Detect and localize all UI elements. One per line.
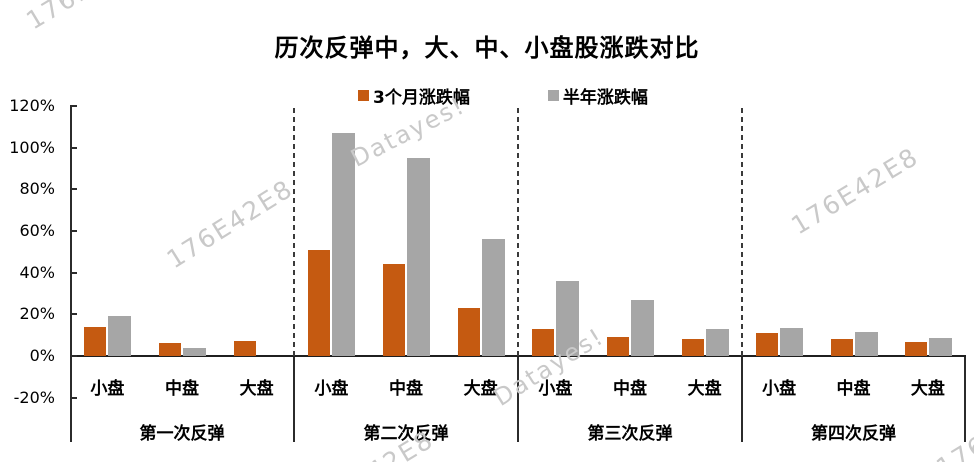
bar-3month (308, 250, 331, 356)
legend-item-3month: 3个月涨跌幅 (358, 83, 470, 108)
category-label: 小盘 (90, 379, 125, 399)
group-label: 第三次反弹 (587, 424, 673, 444)
category-label: 中盘 (389, 379, 423, 399)
legend-label-3month: 3个月涨跌幅 (373, 88, 470, 108)
legend-item-halfyear: 半年涨跌幅 (547, 83, 648, 108)
bar-halfyear (108, 316, 132, 356)
bar-3month (457, 308, 480, 356)
bar-halfyear (705, 329, 729, 356)
group-divider-dashed (741, 108, 743, 356)
bar-halfyear (407, 158, 430, 356)
y-axis-tick-label: 120% (9, 96, 55, 115)
bar-3month (607, 337, 629, 356)
category-label: 小盘 (762, 379, 797, 399)
bar-3month (233, 341, 256, 356)
y-axis-line (70, 106, 72, 442)
y-axis-tick-label: 80% (19, 179, 55, 199)
y-axis-tick-mark (70, 355, 77, 357)
bar-3month (830, 339, 853, 356)
bar-halfyear (183, 348, 206, 356)
bar-3month (756, 333, 779, 356)
y-axis-tick-label: -20% (13, 387, 55, 407)
y-axis-tick-label: 60% (19, 221, 55, 240)
y-axis-tick-mark (70, 313, 77, 316)
legend-swatch-halfyear-icon (547, 90, 559, 101)
y-axis-tick-mark (70, 396, 77, 399)
watermark-text: 176E42E8 (161, 173, 299, 275)
y-axis-tick-mark (70, 105, 77, 107)
category-label: 大盘 (463, 379, 498, 399)
bar-halfyear (481, 239, 505, 356)
bar-3month (84, 327, 107, 356)
bar-halfyear (556, 281, 580, 356)
category-label: 小盘 (314, 379, 349, 399)
x-axis-zero-line (70, 355, 966, 357)
category-divider-line (741, 357, 743, 442)
y-axis-tick-mark (70, 271, 77, 274)
group-divider-dashed (293, 108, 295, 356)
bar-halfyear (854, 332, 878, 356)
bar-3month (159, 343, 181, 356)
watermark-text: 176E42E8 (786, 141, 924, 241)
chart-legend: 3个月涨跌幅 半年涨跌幅 (358, 83, 648, 108)
category-label: 大盘 (239, 379, 274, 399)
category-divider-line (964, 357, 966, 442)
group-label: 第二次反弹 (363, 424, 449, 444)
y-axis-tick-mark (70, 146, 77, 149)
y-axis-tick-label: 40% (19, 262, 55, 282)
category-label: 中盘 (165, 379, 199, 399)
bar-3month (904, 342, 927, 356)
bar-halfyear (332, 133, 356, 356)
y-axis-tick-label: 20% (19, 304, 55, 324)
category-label: 中盘 (836, 379, 871, 399)
y-axis-tick-mark (70, 230, 77, 232)
bar-3month (532, 329, 555, 356)
bar-halfyear (780, 328, 804, 356)
category-label: 小盘 (538, 379, 573, 399)
category-label: 大盘 (910, 379, 945, 399)
legend-swatch-3month-icon (358, 90, 369, 101)
y-axis-tick-mark (70, 188, 77, 191)
group-label: 第一次反弹 (139, 424, 225, 444)
category-divider-line (517, 357, 519, 442)
category-label: 中盘 (613, 379, 647, 399)
y-axis-tick-label: 100% (9, 137, 55, 157)
group-divider-dashed (517, 108, 519, 356)
bar-3month (383, 264, 405, 356)
category-label: 大盘 (687, 379, 722, 399)
bar-3month (681, 339, 704, 356)
group-label: 第四次反弹 (811, 424, 896, 444)
legend-label-halfyear: 半年涨跌幅 (562, 88, 648, 108)
category-divider-line (293, 357, 295, 442)
bar-halfyear (631, 300, 654, 356)
bar-halfyear (928, 338, 952, 356)
y-axis-tick-label: 0% (29, 346, 55, 365)
chart-title: 历次反弹中，大、中、小盘股涨跌对比 (274, 34, 700, 62)
